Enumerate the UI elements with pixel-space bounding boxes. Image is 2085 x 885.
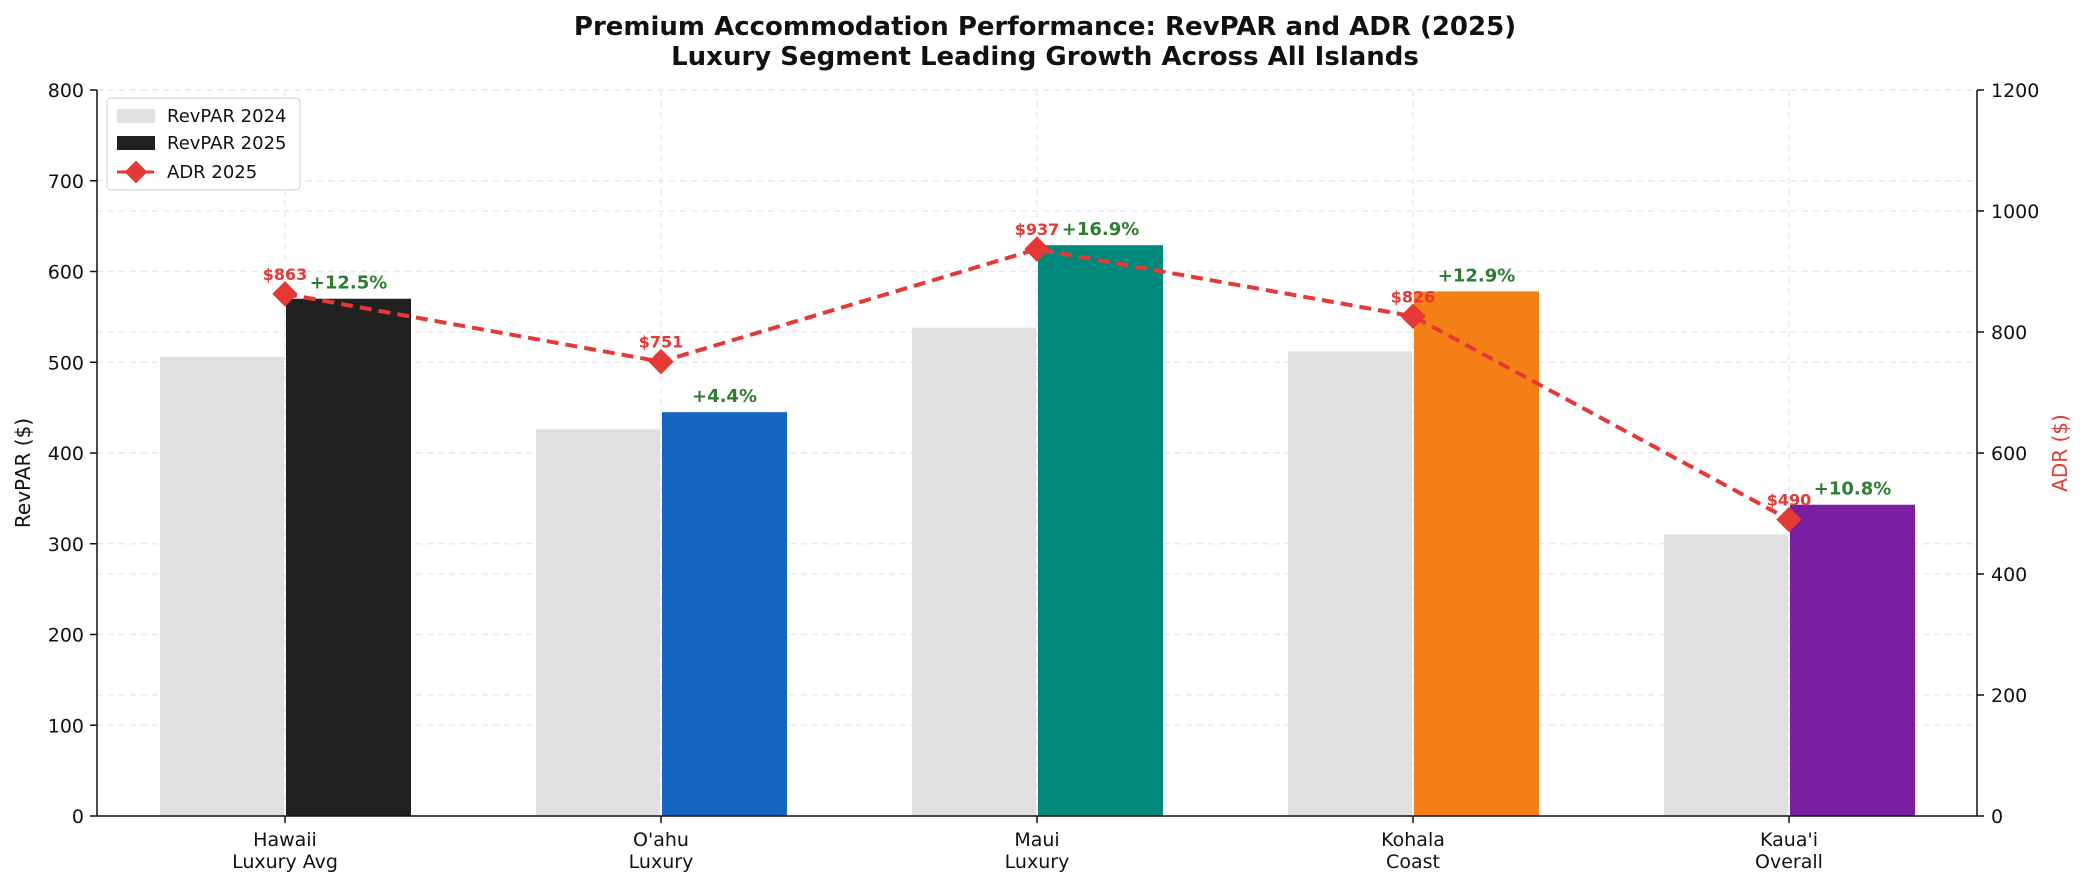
- adr-label-1: $751: [639, 333, 684, 352]
- bar-revpar-2025-4: [1790, 504, 1915, 816]
- legend-swatch-revpar-2024: [117, 109, 155, 123]
- bar-revpar-2024-1: [536, 429, 660, 816]
- legend-frame: [106, 97, 301, 191]
- bar-revpar-2024-0: [160, 356, 284, 816]
- adr-label-2: $937: [1015, 220, 1060, 239]
- y-tick-label-6: 600: [48, 262, 84, 284]
- y-tick-label-1: 100: [48, 715, 84, 737]
- axes: 0 100 200 300 400 500 600 700 800 0 200 400 600 800 10…: [48, 80, 2040, 873]
- y2-tick-label-0: 0: [1991, 806, 2003, 828]
- x-tick-label-line-3-1: Coast: [1386, 851, 1440, 873]
- bar-revpar-2025-2: [1038, 245, 1163, 816]
- adr-label-4: $490: [1767, 491, 1812, 510]
- bar-revpar-2024-4: [1664, 534, 1788, 816]
- adr-line: [284, 247, 1790, 522]
- x-tick-label-line-4-1: Overall: [1755, 851, 1823, 873]
- y2-tick-label-1: 200: [1991, 685, 2027, 707]
- y-tick-label-3: 300: [48, 534, 84, 556]
- growth-label-1: +4.4%: [692, 386, 757, 407]
- bar-revpar-2025-3: [1414, 291, 1539, 817]
- data-labels: $863 $751 $937 $826 $490 +12.5% +4.4% +16.9% +12…: [263, 219, 1892, 509]
- y2-tick-label-4: 800: [1991, 322, 2027, 344]
- adr-marker-0: [272, 281, 298, 307]
- y-tick-label-8: 800: [48, 80, 84, 102]
- legend: RevPAR 2024 RevPAR 2025 ADR 2025: [106, 97, 301, 191]
- adr-label-3: $826: [1391, 287, 1436, 306]
- x-tick-label-line-2-1: Luxury: [1005, 851, 1070, 873]
- y-tick-label-7: 700: [48, 171, 84, 193]
- y2-tick-label-5: 1000: [1991, 201, 2039, 223]
- growth-label-4: +10.8%: [1814, 479, 1892, 500]
- x-tick-label-line-0-0: Hawaii: [253, 829, 317, 851]
- adr-marker-1: [648, 348, 674, 375]
- y2-axis-label: ADR ($): [2048, 414, 2072, 492]
- y2-tick-label-2: 400: [1991, 564, 2027, 586]
- legend-label-revpar-2024: RevPAR 2024: [167, 106, 286, 127]
- bars: [160, 245, 1915, 817]
- x-tick-label-4: Kaua'i Overall: [1755, 829, 1823, 873]
- legend-label-adr-2025: ADR 2025: [167, 162, 257, 183]
- growth-label-0: +12.5%: [310, 273, 388, 294]
- adr-label-0: $863: [263, 265, 308, 284]
- x-tick-label-line-1-1: Luxury: [629, 851, 694, 873]
- legend-swatch-revpar-2025: [117, 136, 155, 150]
- y-tick-label-2: 200: [48, 625, 84, 647]
- x-tick-label-line-4-0: Kaua'i: [1760, 829, 1818, 851]
- growth-label-2: +16.9%: [1062, 219, 1140, 240]
- x-tick-label-2: Maui Luxury: [1005, 829, 1070, 873]
- y-tick-label-5: 500: [48, 352, 84, 374]
- x-tick-label-0: Hawaii Luxury Avg: [232, 829, 338, 873]
- bar-revpar-2025-1: [662, 412, 787, 816]
- bar-revpar-2024-3: [1288, 351, 1412, 816]
- x-tick-label-1: O'ahu Luxury: [629, 829, 694, 873]
- growth-label-3: +12.9%: [1438, 265, 1516, 286]
- legend-label-revpar-2025: RevPAR 2025: [167, 133, 286, 154]
- y2-tick-label-6: 1200: [1991, 80, 2039, 102]
- y-axis-label: RevPAR ($): [11, 418, 35, 528]
- bar-revpar-2024-2: [912, 327, 1036, 816]
- x-tick-label-line-1-0: O'ahu: [633, 829, 689, 851]
- y-tick-label-4: 400: [48, 443, 84, 465]
- x-tick-label-line-0-1: Luxury Avg: [232, 851, 338, 873]
- bar-revpar-2025-0: [286, 298, 411, 817]
- chart-title: Premium Accommodation Performance: RevPA…: [574, 12, 1516, 42]
- x-tick-label-line-3-0: Kohala: [1381, 829, 1445, 851]
- y2-tick-label-3: 600: [1991, 443, 2027, 465]
- y-tick-label-0: 0: [72, 806, 84, 828]
- chart-subtitle: Luxury Segment Leading Growth Across All…: [671, 42, 1419, 72]
- x-tick-label-line-2-0: Maui: [1014, 829, 1059, 851]
- x-tick-label-3: Kohala Coast: [1381, 829, 1445, 873]
